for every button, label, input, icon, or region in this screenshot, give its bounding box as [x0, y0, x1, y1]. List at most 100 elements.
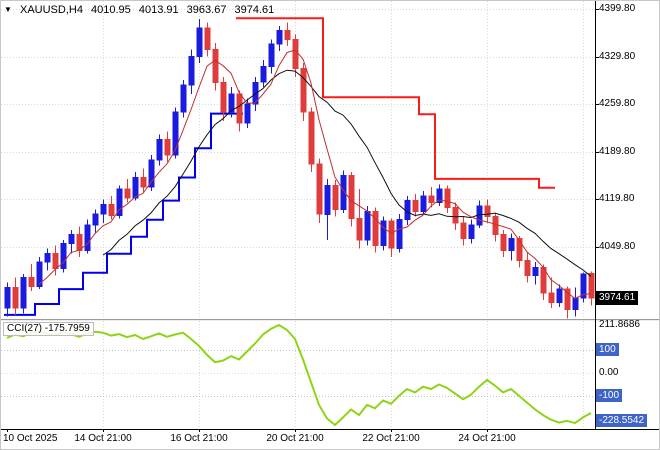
cci-grid-layer: [1, 321, 595, 429]
candle-body: [148, 159, 155, 188]
time-tick-label: 14 Oct 21:00: [74, 433, 132, 444]
price-chart[interactable]: [1, 1, 595, 319]
candle-body: [212, 49, 219, 83]
candle-body: [132, 177, 139, 199]
candle-body: [500, 234, 507, 251]
time-tick-label: 22 Oct 21:00: [362, 433, 420, 444]
time-tick-mark: [487, 429, 488, 432]
candle-body: [396, 219, 403, 249]
candle-body: [372, 211, 379, 246]
candle-body: [68, 234, 75, 244]
ohlc-low: 3963.67: [186, 4, 227, 16]
candle-body: [300, 68, 307, 113]
candle-body: [308, 111, 315, 165]
price-tick-label: 4399.80: [599, 2, 636, 14]
candle-body: [100, 204, 107, 215]
candle-body: [284, 30, 291, 40]
trend-step-lines: [4, 17, 555, 316]
candle-body: [44, 253, 51, 263]
price-tick-label: 4049.80: [599, 241, 636, 253]
symbol-period-label: XAUUSD,H4: [19, 4, 83, 16]
price-tick-mark: [595, 247, 599, 248]
candle-body: [340, 175, 347, 210]
cci-line: [6, 324, 592, 426]
candle-body: [452, 206, 459, 224]
candle-body: [108, 204, 115, 217]
candle-body: [204, 27, 211, 51]
support-step-line: [4, 112, 243, 316]
candle-body: [508, 238, 515, 251]
moving-averages-layer: [38, 49, 592, 300]
candle-body: [428, 195, 435, 204]
candle-body: [172, 111, 179, 156]
price-tick-label: 4189.80: [599, 145, 636, 157]
candle-body: [12, 287, 19, 309]
ohlc-header: ▼ XAUUSD,H4 4010.95 4013.91 3963.67 3974…: [4, 4, 279, 16]
candle-body: [380, 220, 387, 246]
candle-body: [244, 103, 251, 124]
candle-body: [348, 175, 355, 219]
candle-body: [164, 138, 171, 156]
time-tick-mark: [103, 429, 104, 432]
candle-body: [532, 266, 539, 276]
price-tick-label: 4259.80: [599, 98, 636, 110]
price-tick-mark: [595, 104, 599, 105]
candle-body: [436, 188, 443, 204]
price-tick-mark: [595, 152, 599, 153]
cci-axis-label: -228.5542: [596, 414, 648, 427]
candle-body: [388, 220, 395, 249]
candle-body: [92, 213, 99, 226]
candle-body: [84, 224, 91, 251]
candle-body: [412, 200, 419, 213]
panel-separator-highlight: [1, 320, 659, 321]
candle-body: [140, 177, 147, 188]
candle-body: [236, 93, 243, 124]
candle-body: [460, 222, 467, 240]
candle-body: [156, 138, 163, 161]
candle-body: [468, 224, 475, 240]
candle-body: [268, 43, 275, 68]
candle-body: [180, 84, 187, 113]
ohlc-close: 3974.61: [234, 4, 275, 16]
candle-body: [324, 185, 331, 215]
candle-body: [60, 243, 67, 270]
candle-body: [196, 27, 203, 57]
price-tick-mark: [595, 199, 599, 200]
time-tick-label: 24 Oct 21:00: [458, 433, 516, 444]
price-tick-mark: [595, 9, 599, 10]
time-axis-border: [1, 429, 659, 430]
candle-body: [332, 185, 339, 210]
price-tick-mark: [595, 57, 599, 58]
cci-line-layer: [6, 324, 592, 426]
candle-body: [188, 55, 195, 86]
candles-layer: [4, 19, 595, 319]
current-price-tag: 3974.61: [596, 291, 639, 306]
symbol-dropdown-icon[interactable]: ▼: [4, 5, 12, 14]
price-tick-label: 4119.80: [599, 193, 635, 205]
candle-body: [580, 273, 587, 299]
candle-body: [516, 238, 523, 261]
candle-body: [548, 292, 555, 304]
ohlc-high: 4013.91: [138, 4, 179, 16]
time-tick-mark: [7, 429, 8, 432]
cci-indicator-chart[interactable]: [1, 321, 595, 429]
cci-indicator-label: CCI(27) -175.7959: [3, 322, 94, 336]
panel-separator[interactable]: [1, 319, 659, 320]
candle-body: [556, 288, 563, 304]
candle-body: [356, 217, 363, 241]
candle-body: [20, 277, 27, 309]
candle-body: [588, 273, 595, 299]
candle-body: [484, 205, 491, 217]
time-tick-label: 16 Oct 21:00: [170, 433, 228, 444]
price-grid-layer: [1, 1, 595, 319]
cci-axis-label: 0.00: [599, 367, 619, 379]
cci-axis-label: 100: [596, 343, 619, 357]
candle-body: [524, 260, 531, 276]
time-tick-mark: [295, 429, 296, 432]
candle-body: [28, 277, 35, 287]
candle-body: [4, 287, 11, 309]
